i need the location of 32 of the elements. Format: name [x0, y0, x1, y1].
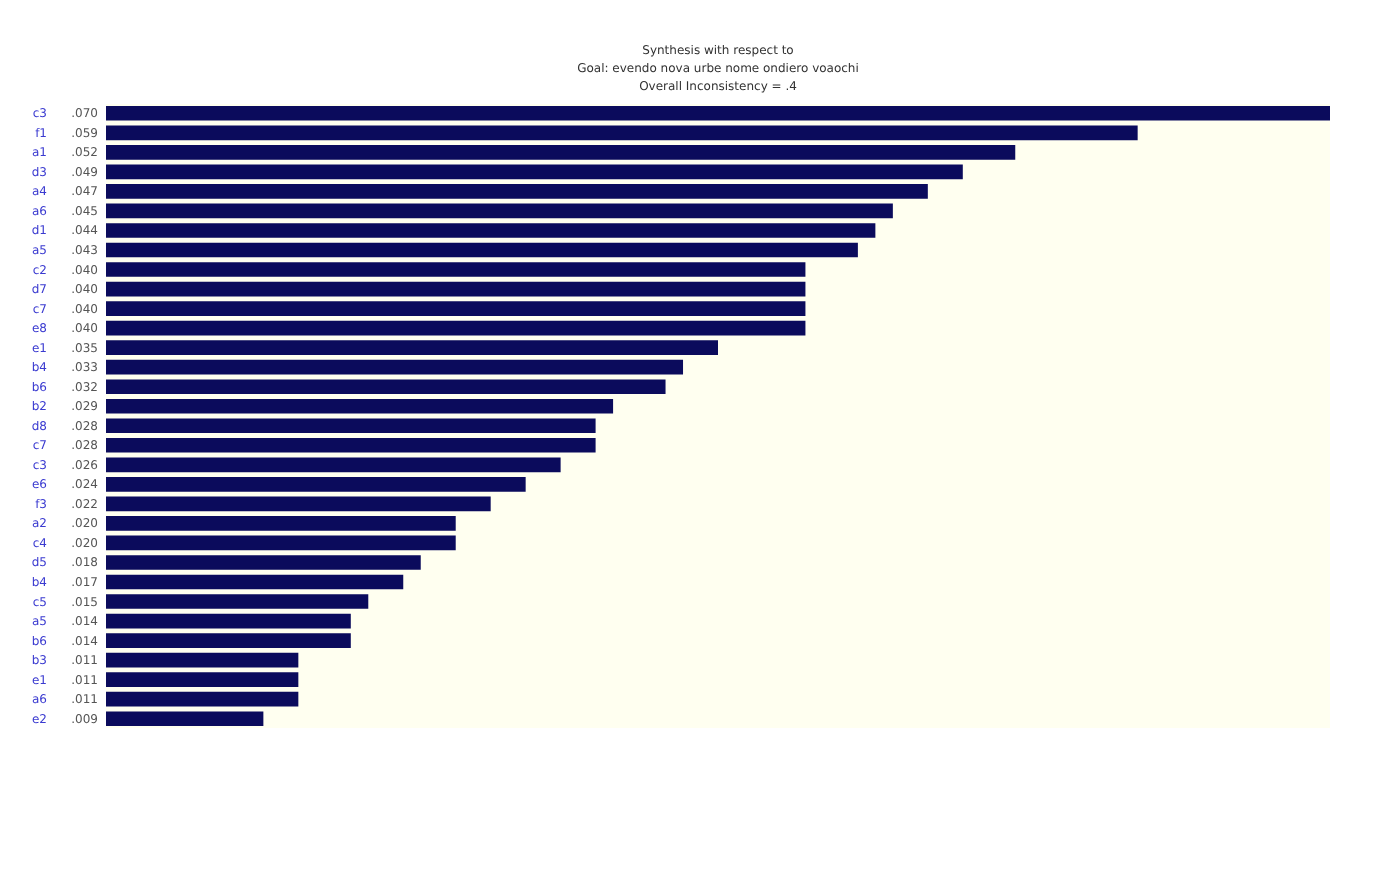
bar	[106, 594, 369, 609]
bar	[106, 242, 858, 258]
bar	[106, 477, 526, 492]
bar	[106, 379, 666, 395]
bar	[106, 613, 351, 629]
bar	[106, 555, 421, 570]
bar	[106, 496, 491, 512]
bar	[106, 711, 264, 727]
bar	[106, 223, 876, 238]
bar	[106, 145, 1016, 160]
bar	[106, 457, 561, 473]
bar	[106, 203, 893, 219]
bar	[106, 418, 596, 434]
bar	[106, 125, 1138, 141]
bar	[106, 574, 404, 590]
bar	[106, 672, 299, 687]
bar	[106, 516, 456, 531]
bar	[106, 184, 928, 199]
bar	[106, 320, 806, 336]
bar	[106, 652, 299, 668]
bar	[106, 398, 614, 414]
bar	[106, 691, 299, 707]
bar	[106, 281, 806, 297]
bar	[106, 105, 1330, 121]
bar	[106, 164, 963, 180]
bar	[106, 535, 456, 551]
bar	[106, 262, 806, 277]
bar	[106, 301, 806, 316]
bar	[106, 340, 718, 355]
bar	[106, 437, 596, 453]
bar	[106, 359, 684, 375]
bar	[106, 633, 351, 648]
